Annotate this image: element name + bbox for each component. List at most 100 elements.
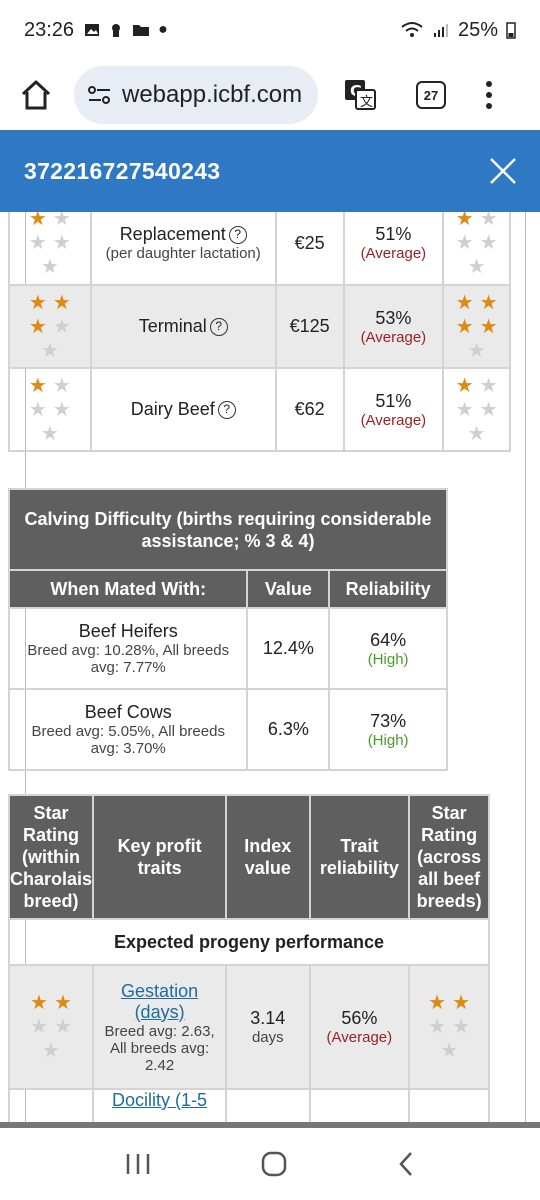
back-icon[interactable] [396,1150,416,1178]
star-empty-icon: ★ [40,339,59,362]
star-rating-left: ★ ★ ★ ★ ★ [8,284,92,369]
star-empty-icon: ★ [428,1016,447,1038]
svg-text:文: 文 [360,95,373,110]
browser-toolbar: webapp.icbf.com G文 27 [0,60,540,130]
content-area[interactable]: ★ ★ ★ ★ ★ Replacement? (per daughter lactati… [0,212,540,1122]
star-filled-icon: ★ [54,992,72,1014]
close-icon[interactable] [488,156,518,186]
col-header: Value [246,569,331,609]
star-filled-icon: ★ [455,374,474,397]
dialog-header: 372216727540243 [0,130,540,212]
star-filled-icon: ★ [452,992,471,1014]
hand-icon [112,24,121,37]
table-row: Beef Heifers Breed avg: 10.28%, All bree… [7,607,448,690]
star-empty-icon: ★ [440,1040,459,1062]
table-row: Docility (1-5 [7,1088,490,1122]
url-bar[interactable]: webapp.icbf.com [74,66,318,124]
star-empty-icon: ★ [42,1040,60,1062]
home-nav-icon[interactable] [260,1150,288,1178]
star-empty-icon: ★ [455,398,474,421]
star-empty-icon: ★ [479,374,498,397]
star-empty-icon: ★ [455,232,474,254]
star-filled-icon: ★ [455,212,474,230]
reliability-label: (Average) [360,328,427,346]
tab-switcher-button[interactable]: 27 [416,81,446,109]
profit-traits-table: Star Rating (within Charolais breed) Key pro… [7,794,490,1122]
home-icon [21,80,51,110]
col-header: When Mated With: [7,569,249,609]
calving-difficulty-table: Calving Difficulty (births requiring con… [7,488,448,771]
col-header: Trait reliability [308,794,411,920]
reliability-pct: 73% [370,710,407,731]
reliability-pct: 56% [341,1008,378,1028]
image-icon [85,24,100,36]
star-rating-left: ★ ★ ★ ★ ★ [7,964,95,1090]
help-icon[interactable]: ? [209,318,228,336]
status-time: 23:26 [24,18,75,41]
star-empty-icon: ★ [479,212,498,230]
col-header: Star Rating (within Charolais breed) [7,794,95,920]
star-empty-icon: ★ [40,256,59,278]
docility-link[interactable]: Docility (1-5 [112,1090,208,1110]
col-header: Key profit traits [92,794,228,920]
star-empty-icon: ★ [52,232,71,254]
star-empty-icon: ★ [28,398,47,421]
home-button[interactable] [16,75,56,115]
calving-caption: Calving Difficulty (births requiring con… [8,488,448,571]
mated-with: Beef Heifers [78,621,178,641]
horizontal-scrollbar[interactable] [0,1122,540,1128]
star-filled-icon: ★ [479,291,498,314]
star-empty-icon: ★ [28,232,47,254]
star-filled-icon: ★ [52,291,71,314]
reliability-pct: 64% [370,629,407,650]
star-empty-icon: ★ [52,374,71,397]
help-icon[interactable]: ? [228,226,247,244]
reliability-label: (Average) [360,411,427,429]
table-row: ★ ★ ★ ★ ★ Replacement? (per daughter lactati… [8,212,511,286]
trait-value: €25 [274,212,345,286]
star-empty-icon: ★ [52,315,71,338]
gestation-link[interactable]: Gestation [121,980,199,1001]
gestation-link-unit[interactable]: (days) [134,1001,185,1022]
reliability-label: (Average) [326,1029,393,1046]
reliability-label: (High) [367,650,409,668]
star-empty-icon: ★ [467,339,486,362]
trait-name: Terminal [138,316,207,336]
star-rating-left: ★ ★ ★ ★ ★ [8,367,92,452]
star-filled-icon: ★ [30,992,48,1014]
reliability-label: (High) [367,731,409,749]
star-filled-icon: ★ [28,315,47,338]
more-menu-icon[interactable] [486,81,492,109]
translate-icon: G文 [345,80,376,110]
star-filled-icon: ★ [455,291,474,314]
trait-value: €125 [274,284,345,369]
reliability-pct: 51% [375,390,412,411]
star-filled-icon: ★ [479,315,498,338]
recents-icon[interactable] [124,1152,152,1176]
star-empty-icon: ★ [467,422,486,445]
star-filled-icon: ★ [28,291,47,314]
url-text: webapp.icbf.com [122,81,303,108]
star-filled-icon: ★ [455,315,474,338]
star-empty-icon: ★ [30,1016,48,1038]
system-nav-bar [0,1128,540,1200]
star-empty-icon: ★ [479,398,498,421]
translate-button[interactable]: G文 [340,75,380,115]
star-empty-icon: ★ [452,1016,471,1038]
signal-icon [433,24,448,37]
index-value: 3.14 [250,1008,286,1028]
index-unit: days [251,1029,284,1046]
table-row: ★ ★ ★ ★ ★ Gestation (days) Breed avg: 2.63, … [7,964,490,1090]
col-header: Reliability [328,569,448,609]
site-settings-icon[interactable] [86,84,114,106]
reliability-label: (Average) [360,245,427,262]
calving-value: 6.3% [246,688,331,771]
reliability-pct: 51% [375,224,412,244]
star-empty-icon: ★ [40,422,59,445]
trait-name: Dairy Beef [130,399,215,419]
star-filled-icon: ★ [28,212,47,230]
star-filled-icon: ★ [428,992,447,1014]
help-icon[interactable]: ? [217,401,236,419]
star-empty-icon: ★ [467,256,486,278]
trait-name: Replacement [119,224,226,244]
